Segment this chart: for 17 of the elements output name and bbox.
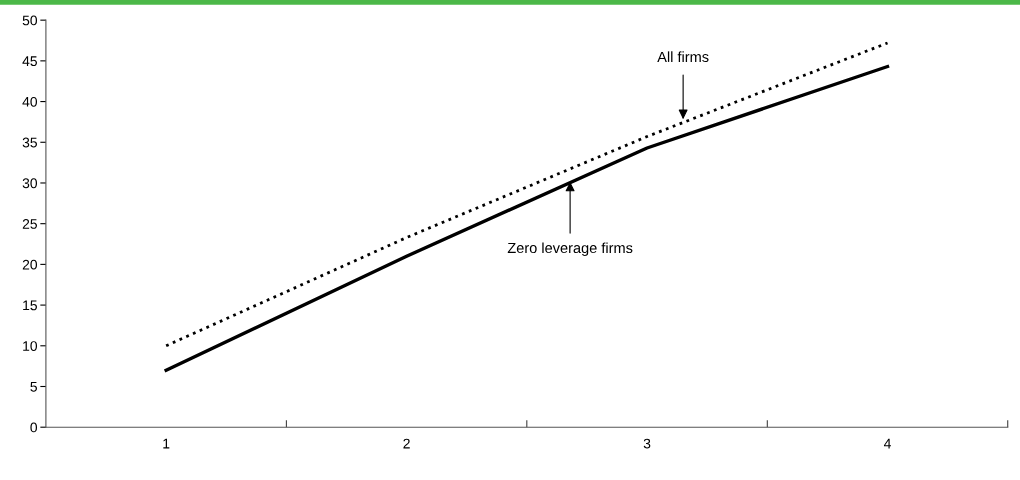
y-tick-label: 15 — [23, 300, 37, 311]
y-tick-label: 25 — [22, 219, 37, 229]
x-tick-label: 4 — [883, 438, 891, 449]
y-tick-label: 0 — [30, 422, 38, 433]
y-tick-label: 35 — [22, 137, 37, 148]
annotation: All firms — [657, 51, 709, 63]
y-tick-label: 30 — [22, 178, 38, 189]
x-tick-label: 1 — [163, 438, 170, 449]
x-tick-label: 2 — [403, 438, 410, 449]
y-tick-label: 20 — [22, 259, 38, 270]
y-tick-label: 10 — [23, 341, 38, 351]
x-tick-label: 3 — [643, 438, 651, 449]
y-tick-label: 40 — [22, 96, 38, 107]
y-tick-label: 45 — [22, 56, 37, 67]
y-tick-label: 5 — [30, 381, 37, 392]
y-tick-label: 50 — [22, 15, 38, 26]
annotation: Zero leverage firms — [507, 242, 633, 256]
